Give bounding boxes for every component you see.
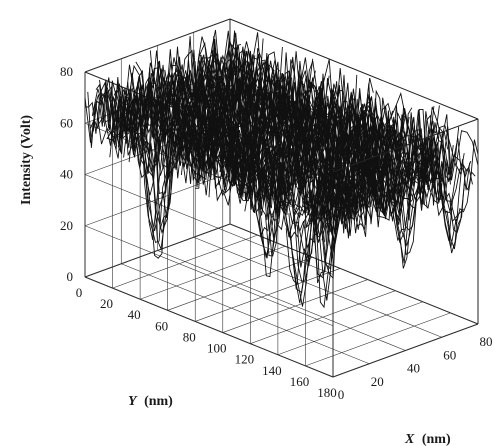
surface-trace-cross: [229, 32, 479, 169]
z-tick-label: 60: [60, 115, 73, 130]
y-tick-label: 180: [317, 385, 337, 400]
floor-grid-line-x: [229, 223, 479, 325]
z-axis-label: Intensity (Volt): [19, 115, 34, 205]
surface-trace: [84, 29, 231, 134]
floor-grid-line-x: [157, 250, 406, 351]
surface-trace-cross: [186, 53, 435, 247]
y-tick-label: 120: [235, 352, 255, 367]
x-tick-label: 80: [480, 334, 493, 349]
y-tick-label: 140: [262, 363, 282, 378]
y-tick-label: 160: [290, 374, 310, 389]
left-wall-grid-z: [84, 174, 334, 275]
surface-trace-cross: [106, 78, 356, 234]
surface-trace: [145, 72, 292, 230]
surface-trace: [324, 137, 471, 254]
y-axis-name: Y: [128, 394, 138, 409]
x-axis-label: X (nm): [404, 432, 451, 446]
z-tick-label: 20: [60, 218, 73, 233]
plot-box-front-edges: [229, 18, 479, 324]
z-tick-label: 40: [60, 167, 73, 182]
box-edge-front: [332, 118, 479, 173]
surface-trace-cross: [135, 61, 385, 279]
y-tick-label: 0: [76, 285, 83, 300]
surface-trace-cross: [178, 56, 428, 244]
left-wall-grid-z: [84, 276, 334, 378]
y-tick-label: 20: [100, 296, 113, 311]
x-axis-name: X: [404, 432, 415, 446]
floor-grid-line-x: [121, 263, 370, 365]
surface-trace-cross: [99, 79, 348, 267]
x-tick-label: 20: [371, 374, 384, 389]
y-tick-label: 40: [128, 307, 141, 322]
x-tick-label: 0: [338, 387, 345, 402]
z-tick-label: 80: [60, 64, 73, 79]
z-tick-label: 0: [67, 269, 74, 284]
surface-trace-cross: [84, 97, 334, 239]
surface-trace-cross: [193, 41, 443, 195]
y-tick-label: 80: [183, 329, 196, 344]
y-tick-label: 60: [155, 318, 168, 333]
x-tick-label: 40: [407, 361, 420, 376]
x-axis-unit: (nm): [422, 432, 451, 446]
floor-grid-line-x: [193, 236, 442, 338]
y-axis-label: Y (nm): [128, 394, 173, 409]
surface-spikes: [84, 29, 479, 309]
left-wall-grid-z: [84, 225, 334, 327]
y-tick-label: 100: [207, 341, 227, 356]
box-edge-front: [229, 18, 479, 120]
x-tick-label: 60: [443, 347, 456, 362]
y-axis-unit: (nm): [144, 394, 173, 409]
surface-trace-cross: [200, 50, 450, 209]
